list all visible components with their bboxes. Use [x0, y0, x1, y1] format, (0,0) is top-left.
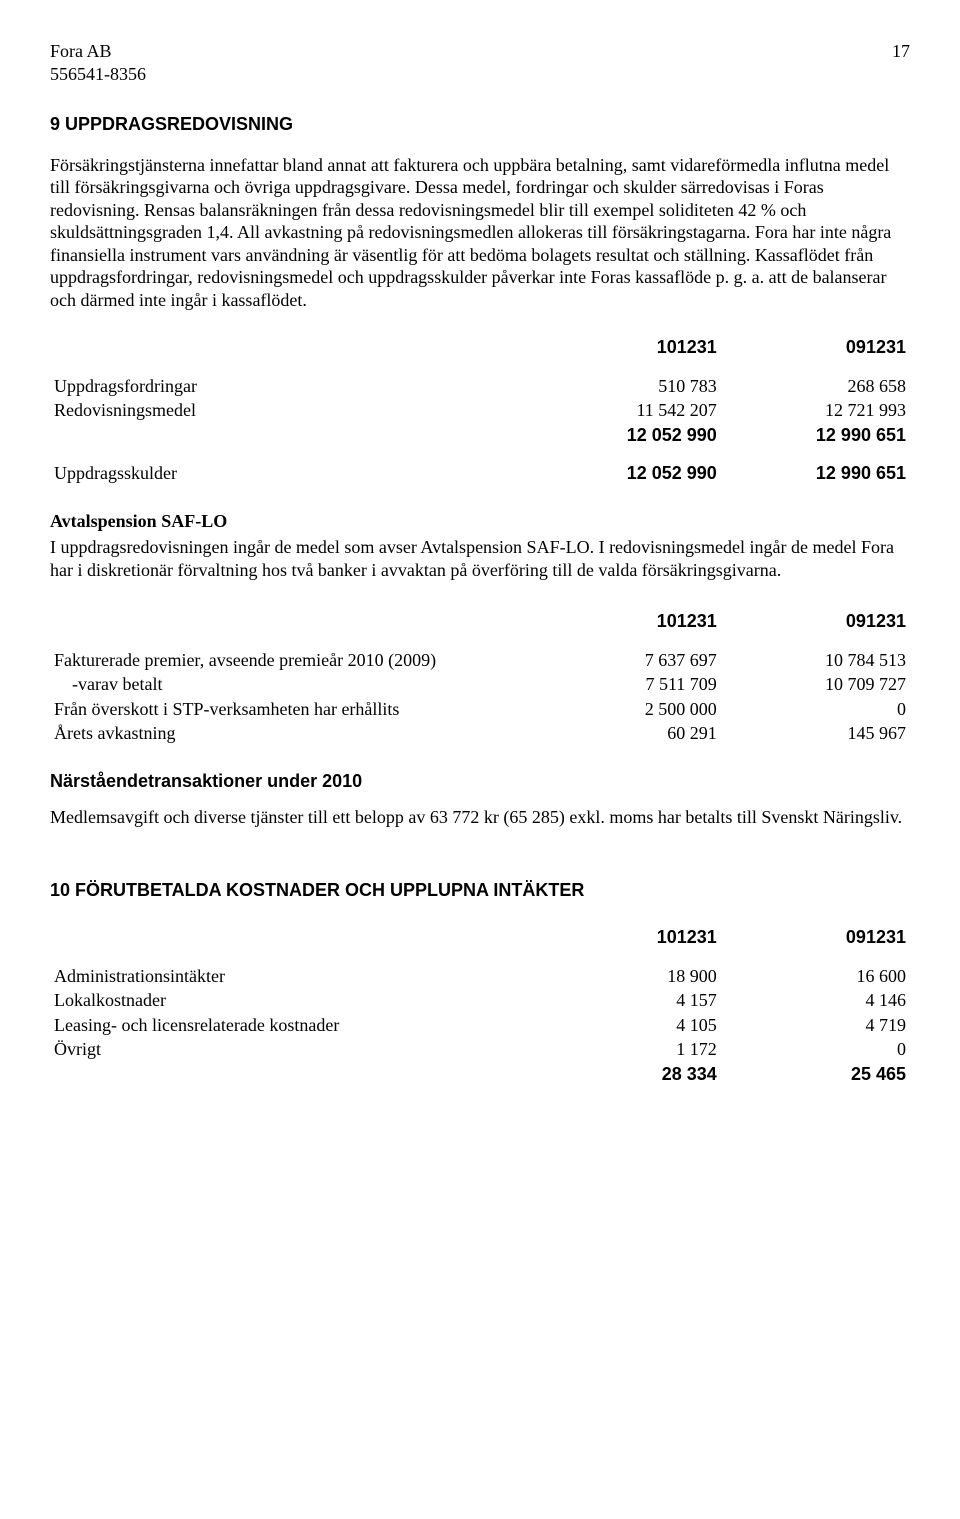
row-value: 18 900: [532, 964, 721, 989]
table-row: Uppdragsskulder 12 052 990 12 990 651: [50, 461, 910, 486]
note9-paragraph: Försäkringstjänsterna innefattar bland a…: [50, 154, 910, 312]
row-label: Administrationsintäkter: [50, 964, 532, 989]
col-header: 091231: [721, 335, 910, 360]
row-value: 12 990 651: [721, 423, 910, 448]
row-label: [50, 423, 532, 448]
note10-table: 101231 091231 Administrationsintäkter 18…: [50, 925, 910, 1086]
note9-table: 101231 091231 Uppdragsfordringar 510 783…: [50, 335, 910, 486]
row-value: 2 500 000: [532, 697, 721, 722]
row-label: Uppdragsskulder: [50, 461, 532, 486]
row-value: 268 658: [721, 374, 910, 399]
table-row: Redovisningsmedel 11 542 207 12 721 993: [50, 398, 910, 423]
row-label: Årets avkastning: [50, 721, 532, 746]
row-value: 10 709 727: [721, 672, 910, 697]
company-name: Fora AB: [50, 40, 146, 63]
saf-table: 101231 091231 Fakturerade premier, avsee…: [50, 609, 910, 746]
row-value: 28 334: [532, 1062, 721, 1087]
row-value: 1 172: [532, 1037, 721, 1062]
row-label: [50, 1062, 532, 1087]
table-row: Lokalkostnader 4 157 4 146: [50, 988, 910, 1013]
row-label: Uppdragsfordringar: [50, 374, 532, 399]
row-value: 10 784 513: [721, 648, 910, 673]
col-header: 101231: [532, 335, 721, 360]
table-row: Årets avkastning 60 291 145 967: [50, 721, 910, 746]
row-label: -varav betalt: [54, 674, 162, 694]
table-row: 28 334 25 465: [50, 1062, 910, 1087]
saf-paragraph: I uppdragsredovisningen ingår de medel s…: [50, 536, 910, 581]
note10-title: 10 FÖRUTBETALDA KOSTNADER OCH UPPLUPNA I…: [50, 879, 910, 902]
saf-title: Avtalspension SAF-LO: [50, 510, 910, 533]
row-value: 11 542 207: [532, 398, 721, 423]
table-row: Från överskott i STP-verksamheten har er…: [50, 697, 910, 722]
row-label: Fakturerade premier, avseende premieår 2…: [50, 648, 532, 673]
col-header: 091231: [721, 925, 910, 950]
narst-title: Närståendetransaktioner under 2010: [50, 770, 910, 793]
narst-paragraph: Medlemsavgift och diverse tjänster till …: [50, 806, 910, 829]
row-value: 12 052 990: [532, 461, 721, 486]
page-number: 17: [892, 40, 910, 85]
narst-block: Närståendetransaktioner under 2010 Medle…: [50, 770, 910, 829]
table-row: -varav betalt 7 511 709 10 709 727: [50, 672, 910, 697]
table-header-row: 101231 091231: [50, 925, 910, 950]
row-value: 60 291: [532, 721, 721, 746]
row-value: 25 465: [721, 1062, 910, 1087]
note9-title: 9 UPPDRAGSREDOVISNING: [50, 113, 910, 136]
row-value: 7 637 697: [532, 648, 721, 673]
table-row: Administrationsintäkter 18 900 16 600: [50, 964, 910, 989]
row-value: 0: [721, 697, 910, 722]
row-value: 145 967: [721, 721, 910, 746]
company-block: Fora AB 556541-8356: [50, 40, 146, 85]
row-value: 510 783: [532, 374, 721, 399]
col-header: 091231: [721, 609, 910, 634]
table-header-row: 101231 091231: [50, 335, 910, 360]
row-label: Redovisningsmedel: [50, 398, 532, 423]
row-label: Från överskott i STP-verksamheten har er…: [50, 697, 532, 722]
col-header: 101231: [532, 609, 721, 634]
row-value: 4 146: [721, 988, 910, 1013]
row-label: Lokalkostnader: [50, 988, 532, 1013]
row-value: 16 600: [721, 964, 910, 989]
table-row: Leasing- och licensrelaterade kostnader …: [50, 1013, 910, 1038]
table-header-row: 101231 091231: [50, 609, 910, 634]
row-label: Övrigt: [50, 1037, 532, 1062]
col-header: 101231: [532, 925, 721, 950]
table-row: Övrigt 1 172 0: [50, 1037, 910, 1062]
row-value: 0: [721, 1037, 910, 1062]
row-value: 12 052 990: [532, 423, 721, 448]
row-value: 7 511 709: [532, 672, 721, 697]
table-row: 12 052 990 12 990 651: [50, 423, 910, 448]
row-value: 12 990 651: [721, 461, 910, 486]
row-value: 4 719: [721, 1013, 910, 1038]
saf-block: Avtalspension SAF-LO I uppdragsredovisni…: [50, 510, 910, 582]
row-value: 4 105: [532, 1013, 721, 1038]
row-value: 12 721 993: [721, 398, 910, 423]
row-value: 4 157: [532, 988, 721, 1013]
org-number: 556541-8356: [50, 63, 146, 86]
table-row: Uppdragsfordringar 510 783 268 658: [50, 374, 910, 399]
table-row: Fakturerade premier, avseende premieår 2…: [50, 648, 910, 673]
row-label: Leasing- och licensrelaterade kostnader: [50, 1013, 532, 1038]
page-header: Fora AB 556541-8356 17: [50, 40, 910, 85]
